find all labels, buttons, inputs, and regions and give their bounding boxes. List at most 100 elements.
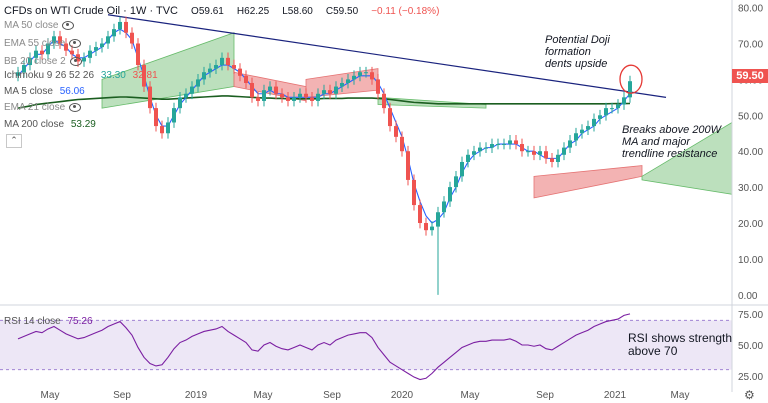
legend-bb[interactable]: BB 20 close 2 — [4, 56, 82, 67]
doji-line-1: Potential Doji — [545, 34, 610, 46]
candle-body — [232, 65, 236, 69]
candle-body — [106, 36, 110, 44]
legend-ma5[interactable]: MA 5 close 56.06 — [4, 86, 85, 97]
candle-body — [550, 158, 554, 162]
rsi-legend-value: 75.26 — [67, 316, 93, 327]
resistance-trendline — [107, 14, 667, 98]
time-tick-label: 2021 — [604, 390, 627, 401]
candle-body — [346, 79, 350, 83]
legend-ichimoku[interactable]: Ichimoku 9 26 52 26 33.30 32.81 — [4, 70, 158, 81]
candle-body — [184, 93, 188, 98]
candle-body — [124, 21, 128, 33]
eye-hidden-icon[interactable] — [69, 38, 82, 48]
candle-body — [316, 93, 320, 101]
candle-body — [268, 86, 272, 91]
doji-annotation: Potential Doji formation dents upside — [545, 34, 610, 70]
candle-body — [310, 97, 314, 101]
candle-body — [292, 97, 296, 101]
price-tick-label: 0.00 — [738, 291, 758, 302]
candle-body — [622, 97, 626, 105]
candle-body — [436, 212, 440, 227]
candle-body — [340, 82, 344, 87]
rsi-tick-label: 50.00 — [738, 341, 763, 352]
eye-hidden-icon[interactable] — [69, 102, 82, 112]
eye-hidden-icon[interactable] — [62, 20, 75, 30]
candle-body — [586, 126, 590, 130]
candle-body — [502, 144, 506, 146]
price-pane — [16, 14, 733, 295]
time-tick-label: 2019 — [185, 390, 208, 401]
legend-ma50[interactable]: MA 50 close — [4, 20, 75, 31]
candle-body — [352, 75, 356, 80]
time-tick-label: May — [41, 390, 60, 401]
candle-body — [118, 21, 122, 30]
candle-body — [130, 32, 134, 44]
ohlc-high: H62.25 — [236, 6, 270, 17]
candle-body — [28, 57, 32, 66]
rsi-tick-label: 25.00 — [738, 372, 763, 383]
candle-body — [220, 57, 224, 66]
ohlc-low: L58.60 — [282, 6, 313, 17]
candle-body — [394, 126, 398, 137]
candle-body — [88, 50, 92, 58]
legend-ema21-label: EMA 21 close — [4, 102, 66, 113]
legend-ma50-label: MA 50 close — [4, 20, 59, 31]
candle-body — [70, 50, 74, 55]
legend-ma200[interactable]: MA 200 close 53.29 — [4, 119, 96, 130]
candle-body — [598, 115, 602, 119]
candle-body — [238, 68, 242, 76]
candle-body — [262, 90, 266, 101]
legend-ema55[interactable]: EMA 55 close — [4, 38, 82, 49]
candle-body — [382, 93, 386, 109]
time-tick-label: May — [461, 390, 480, 401]
candle-body — [460, 161, 464, 177]
candle-body — [604, 108, 608, 116]
candle-body — [214, 65, 218, 69]
candle-body — [496, 144, 500, 146]
candle-body — [226, 57, 230, 66]
legend-bb-label: BB 20 close 2 — [4, 56, 66, 67]
candle-body — [628, 81, 632, 98]
chart-header: CFDs on WTI Crude Oil · 1W · TVC O59.61 … — [4, 5, 439, 17]
candle-body — [556, 154, 560, 162]
candle-body — [112, 29, 116, 37]
rsi-band — [0, 320, 732, 370]
candle-body — [298, 93, 302, 98]
candle-body — [94, 47, 98, 51]
candle-body — [490, 144, 494, 148]
candle-body — [610, 108, 614, 110]
candle-body — [376, 79, 380, 94]
candle-body — [16, 72, 20, 76]
rsi-tick-label: 75.00 — [738, 310, 763, 321]
candle-body — [466, 154, 470, 162]
candle-body — [448, 187, 452, 202]
candle-body — [358, 72, 362, 76]
candle-body — [208, 68, 212, 73]
legend-ma5-value: 56.06 — [59, 86, 85, 97]
candle-body — [202, 72, 206, 80]
candle-body — [532, 151, 536, 155]
gear-icon[interactable]: ⚙ — [744, 388, 755, 402]
candle-body — [364, 72, 368, 74]
candle-body — [388, 108, 392, 127]
rsi-annotation-line-2: above 70 — [628, 344, 678, 358]
candle-body — [280, 93, 284, 98]
candle-body — [58, 36, 62, 44]
candle-body — [196, 79, 200, 87]
ohlc-change: −0.11 (−0.18%) — [371, 6, 440, 17]
time-tick-label: Sep — [323, 390, 341, 401]
candle-body — [370, 72, 374, 80]
rsi-legend[interactable]: RSI 14 close 75.26 — [4, 316, 93, 327]
eye-hidden-icon[interactable] — [69, 56, 82, 66]
collapse-legend-button[interactable]: ⌃ — [6, 134, 22, 148]
breakout-annotation: Breaks above 200W MA and major trendline… — [622, 124, 721, 160]
candle-body — [418, 205, 422, 224]
candle-body — [142, 65, 146, 87]
candle-body — [442, 201, 446, 213]
candle-body — [40, 50, 44, 55]
candle-body — [568, 140, 572, 148]
candle-body — [454, 176, 458, 188]
legend-ichimoku-b: 32.81 — [132, 70, 158, 81]
legend-ema21[interactable]: EMA 21 close — [4, 102, 82, 113]
